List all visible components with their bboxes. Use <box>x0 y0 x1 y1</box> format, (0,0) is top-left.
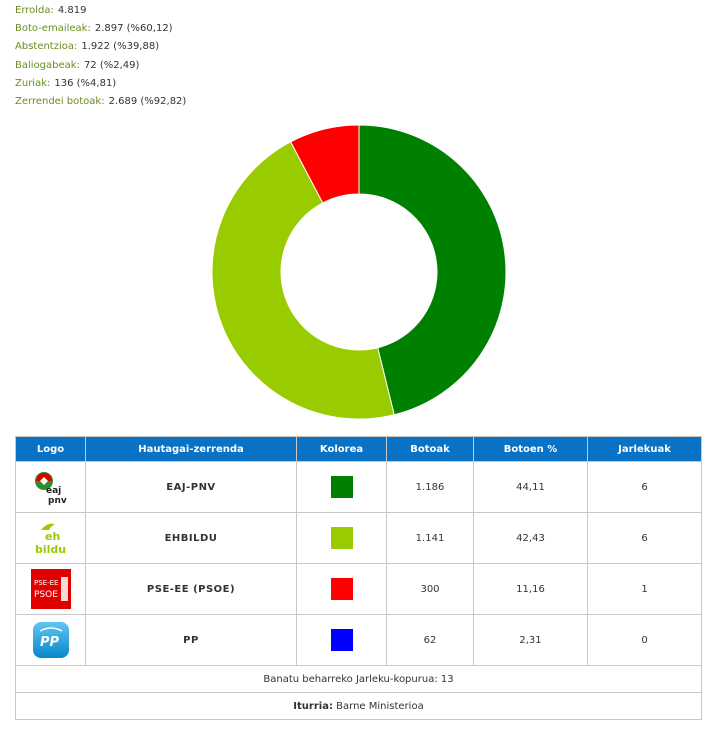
header-pct: Botoen % <box>473 436 588 462</box>
seats-donut-chart <box>211 124 507 420</box>
color-cell <box>296 614 387 666</box>
header-list: Hautagai-zerrenda <box>85 436 297 462</box>
logo-cell: eaj pnv <box>15 461 86 513</box>
stat-label: Zuriak: <box>15 77 51 89</box>
logo-cell: PP <box>15 614 86 666</box>
stat-label: Errolda: <box>15 5 54 16</box>
stat-list-votes: Zerrendei botoak: 2.689 (%92,82) <box>15 93 186 111</box>
votes-cell: 1.141 <box>386 512 474 564</box>
logo-cell: PSE-EE PSOE <box>15 563 86 615</box>
pct-cell: 44,11 <box>473 461 588 513</box>
stat-voters: Boto-emaileak: 2.897 (%60,12) <box>15 20 186 38</box>
pct-cell: 2,31 <box>473 614 588 666</box>
seats-cell: 1 <box>587 563 702 615</box>
color-swatch <box>330 476 353 498</box>
stat-value: 72 (%2,49) <box>83 59 140 71</box>
donut-slice-eaj-pnv <box>358 124 507 416</box>
seats-cell: 6 <box>587 512 702 564</box>
color-swatch <box>330 629 353 651</box>
color-swatch <box>330 578 353 600</box>
stat-value: 2.897 (%60,12) <box>94 23 173 35</box>
source-row: Iturria: Barne Ministerioa <box>15 692 702 720</box>
stat-value: 1.922 (%39,88) <box>81 41 160 53</box>
stat-value: 2.689 (%92,82) <box>108 95 187 107</box>
svg-text:PSOE: PSOE <box>34 590 58 600</box>
stat-value: 136 (%4,81) <box>54 77 117 89</box>
stat-label: Baliogabeak: <box>15 59 80 71</box>
eaj-pnv-logo-icon: eaj pnv <box>34 472 67 505</box>
results-table: Logo Hautagai-zerrenda Kolorea Botoak Bo… <box>15 436 702 720</box>
election-stats: Errolda: 4.819 Boto-emaileak: 2.897 (%60,1… <box>15 2 186 111</box>
seats-threshold-row: Banatu beharreko Jarleku-kopurua: 13 <box>15 665 702 693</box>
stat-blank-votes: Zuriak: 136 (%4,81) <box>15 75 186 93</box>
seats-to-distribute: Banatu beharreko Jarleku-kopurua: 13 <box>15 665 702 693</box>
votes-cell: 62 <box>386 614 474 666</box>
color-cell <box>296 563 387 615</box>
party-name: EAJ-PNV <box>85 461 297 513</box>
donut-slice-ehbildu <box>211 141 395 420</box>
stat-census: Errolda: 4.819 <box>15 2 186 20</box>
seats-cell: 0 <box>587 614 702 666</box>
table-header-row: Logo Hautagai-zerrenda Kolorea Botoak Bo… <box>15 436 702 462</box>
table-row: PSE-EE PSOE PSE-EE (PSOE) 300 11,16 1 <box>15 563 702 615</box>
header-logo: Logo <box>15 436 86 462</box>
stat-null-votes: Baliogabeak: 72 (%2,49) <box>15 57 186 75</box>
svg-text:bildu: bildu <box>35 543 66 556</box>
votes-cell: 1.186 <box>386 461 474 513</box>
seats-cell: 6 <box>587 461 702 513</box>
votes-cell: 300 <box>386 563 474 615</box>
pp-logo-icon: PP <box>32 622 69 658</box>
pse-ee-psoe-logo-icon: PSE-EE PSOE <box>30 569 71 609</box>
source-value: Barne Ministerioa <box>336 700 424 712</box>
stat-value: 4.819 <box>57 5 87 16</box>
color-cell <box>296 512 387 564</box>
header-seats: Jarlekuak <box>587 436 702 462</box>
ehbildu-logo-icon: eh bildu <box>35 523 66 556</box>
table-row: eaj pnv EAJ-PNV 1.186 44,11 6 <box>15 461 702 513</box>
svg-text:eh: eh <box>45 530 60 543</box>
pct-cell: 11,16 <box>473 563 588 615</box>
header-color: Kolorea <box>296 436 387 462</box>
table-row: eh bildu EHBILDU 1.141 42,43 6 <box>15 512 702 564</box>
party-name: PSE-EE (PSOE) <box>85 563 297 615</box>
stat-abstention: Abstentzioa: 1.922 (%39,88) <box>15 38 186 56</box>
logo-cell: eh bildu <box>15 512 86 564</box>
svg-text:pnv: pnv <box>48 496 67 505</box>
header-votes: Botoak <box>386 436 474 462</box>
table-row: PP PP 62 2,31 0 <box>15 614 702 666</box>
svg-text:eaj: eaj <box>46 486 61 496</box>
color-swatch <box>330 527 353 549</box>
stat-label: Boto-emaileak: <box>15 23 91 35</box>
party-name: EHBILDU <box>85 512 297 564</box>
party-name: PP <box>85 614 297 666</box>
stat-label: Abstentzioa: <box>15 41 78 53</box>
pct-cell: 42,43 <box>473 512 588 564</box>
source-label: Iturria: <box>293 700 333 712</box>
svg-text:PSE-EE: PSE-EE <box>34 579 58 587</box>
stat-label: Zerrendei botoak: <box>15 95 105 107</box>
color-cell <box>296 461 387 513</box>
svg-text:PP: PP <box>40 635 60 650</box>
source-cell: Iturria: Barne Ministerioa <box>15 692 702 720</box>
donut-slice-pse-ee-psoe <box>290 124 360 204</box>
